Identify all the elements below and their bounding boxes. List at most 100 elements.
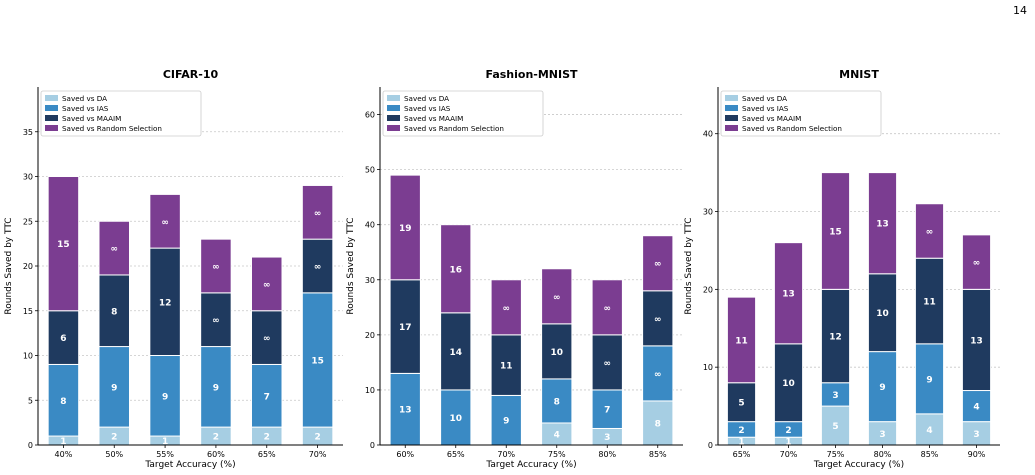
bar-segment [490,394,522,446]
bar-label: 8 [60,397,66,407]
bar-label: 3 [973,430,979,440]
bar-label: 10 [449,414,462,424]
y-tick-label: 50 [365,166,375,175]
bar-label: 9 [879,383,885,393]
bar-label: ∞ [111,245,119,255]
x-tick-label: 90% [968,450,986,459]
bar-segment [47,176,80,312]
x-tick-label: 65% [258,450,276,459]
bar-segment [642,345,674,402]
bar-segment [541,323,573,380]
bar-label: 11 [500,362,513,372]
x-axis-label: Target Accuracy (%) [813,460,904,470]
legend-entry: Saved vs MAAIM [62,114,121,123]
bar-segment [440,389,472,446]
chart-title: MNIST [839,68,879,81]
legend-swatch [45,115,58,121]
bar-segment [867,273,898,353]
legend-swatch [725,95,738,101]
bar-label: 2 [111,433,117,443]
bar-label: 11 [923,298,936,308]
legend-swatch [725,115,738,121]
y-tick-label: 20 [23,262,33,271]
bar-label: 9 [503,417,509,427]
legend-entry: Saved vs MAAIM [404,114,463,123]
bar-segment [440,224,472,314]
bar-label: ∞ [926,227,934,237]
chart-title: Fashion-MNIST [485,68,578,81]
bar-segment [726,382,757,423]
page-number: 14 [1013,4,1027,17]
bar-label: 9 [926,375,932,385]
bar-segment [47,310,80,365]
y-tick-label: 15 [23,307,33,316]
legend-swatch [387,105,400,111]
bar-label: 5 [738,399,744,409]
bar-segment [591,279,623,336]
bar-label: ∞ [263,280,271,290]
bar-label: 5 [832,422,838,432]
bar-label: 4 [973,403,979,413]
bar-segment [251,256,283,312]
y-axis-label: Rounds Saved by TTC [4,217,14,314]
bar-label: 4 [926,426,932,436]
legend-swatch [45,105,58,111]
bar-segment [47,363,80,437]
legend-entry: Saved vs DA [404,94,449,103]
chart-3: 1251165%12101370%53121575%39101380%4911∞… [684,68,1000,470]
y-axis-label: Rounds Saved by TTC [684,217,694,314]
legend-box [382,90,544,137]
bar-segment [541,378,573,424]
bar-segment [149,247,181,357]
bar-label: 7 [604,406,610,416]
x-tick-label: 60% [207,450,225,459]
bar-segment [914,203,945,259]
chart-2: 13 17 19 60% 10 14 16 65% 9 11 ∞ 70% 4 8 10 ∞ 75% 3 7 ∞ ∞ 80%… [346,68,683,470]
bar-label: 8 [111,307,117,317]
bar-label: 4 [554,430,560,440]
bar-label: 3 [832,391,838,401]
legend-swatch [45,95,58,101]
x-tick-label: 70% [309,450,327,459]
bar-segment [642,235,674,292]
y-tick-label: 20 [365,331,375,340]
bar-segment [301,292,334,428]
legend-swatch [387,115,400,121]
legend-swatch [387,125,400,131]
legend-entry: Saved vs Random Selection [742,124,842,133]
bar-label: ∞ [654,370,662,380]
x-tick-label: 60% [396,450,414,459]
bar-segment [490,279,522,336]
bar-segment [773,242,804,345]
x-tick-label: 80% [598,450,616,459]
bar-label: 3 [604,433,610,443]
x-axis-label: Target Accuracy (%) [485,460,576,470]
x-tick-label: 50% [105,450,123,459]
bar-segment [98,220,130,276]
legend-box [720,90,882,137]
x-tick-label: 75% [548,450,566,459]
bar-segment [389,174,421,281]
bar-segment [820,172,851,290]
bar-label: ∞ [314,263,322,273]
y-tick-label: 0 [370,441,375,450]
bar-label: 12 [159,298,172,308]
bar-segment [726,296,757,384]
y-tick-label: 35 [23,128,33,137]
bar-label: 8 [655,419,661,429]
y-tick-label: 30 [23,173,33,182]
legend-entry: Saved vs IAS [404,104,451,113]
bar-label: ∞ [553,293,561,303]
bar-label: 1 [60,437,66,447]
bar-label: ∞ [973,259,981,269]
bar-label: 13 [970,336,983,346]
bar-segment [440,312,472,391]
bar-label: 6 [60,334,66,344]
legend-box [40,90,202,137]
bar-segment [389,279,421,374]
bar-label: ∞ [212,263,220,273]
legend-entry: Saved vs IAS [62,104,109,113]
bar-label: 12 [829,333,842,343]
bar-label: 16 [449,265,462,275]
